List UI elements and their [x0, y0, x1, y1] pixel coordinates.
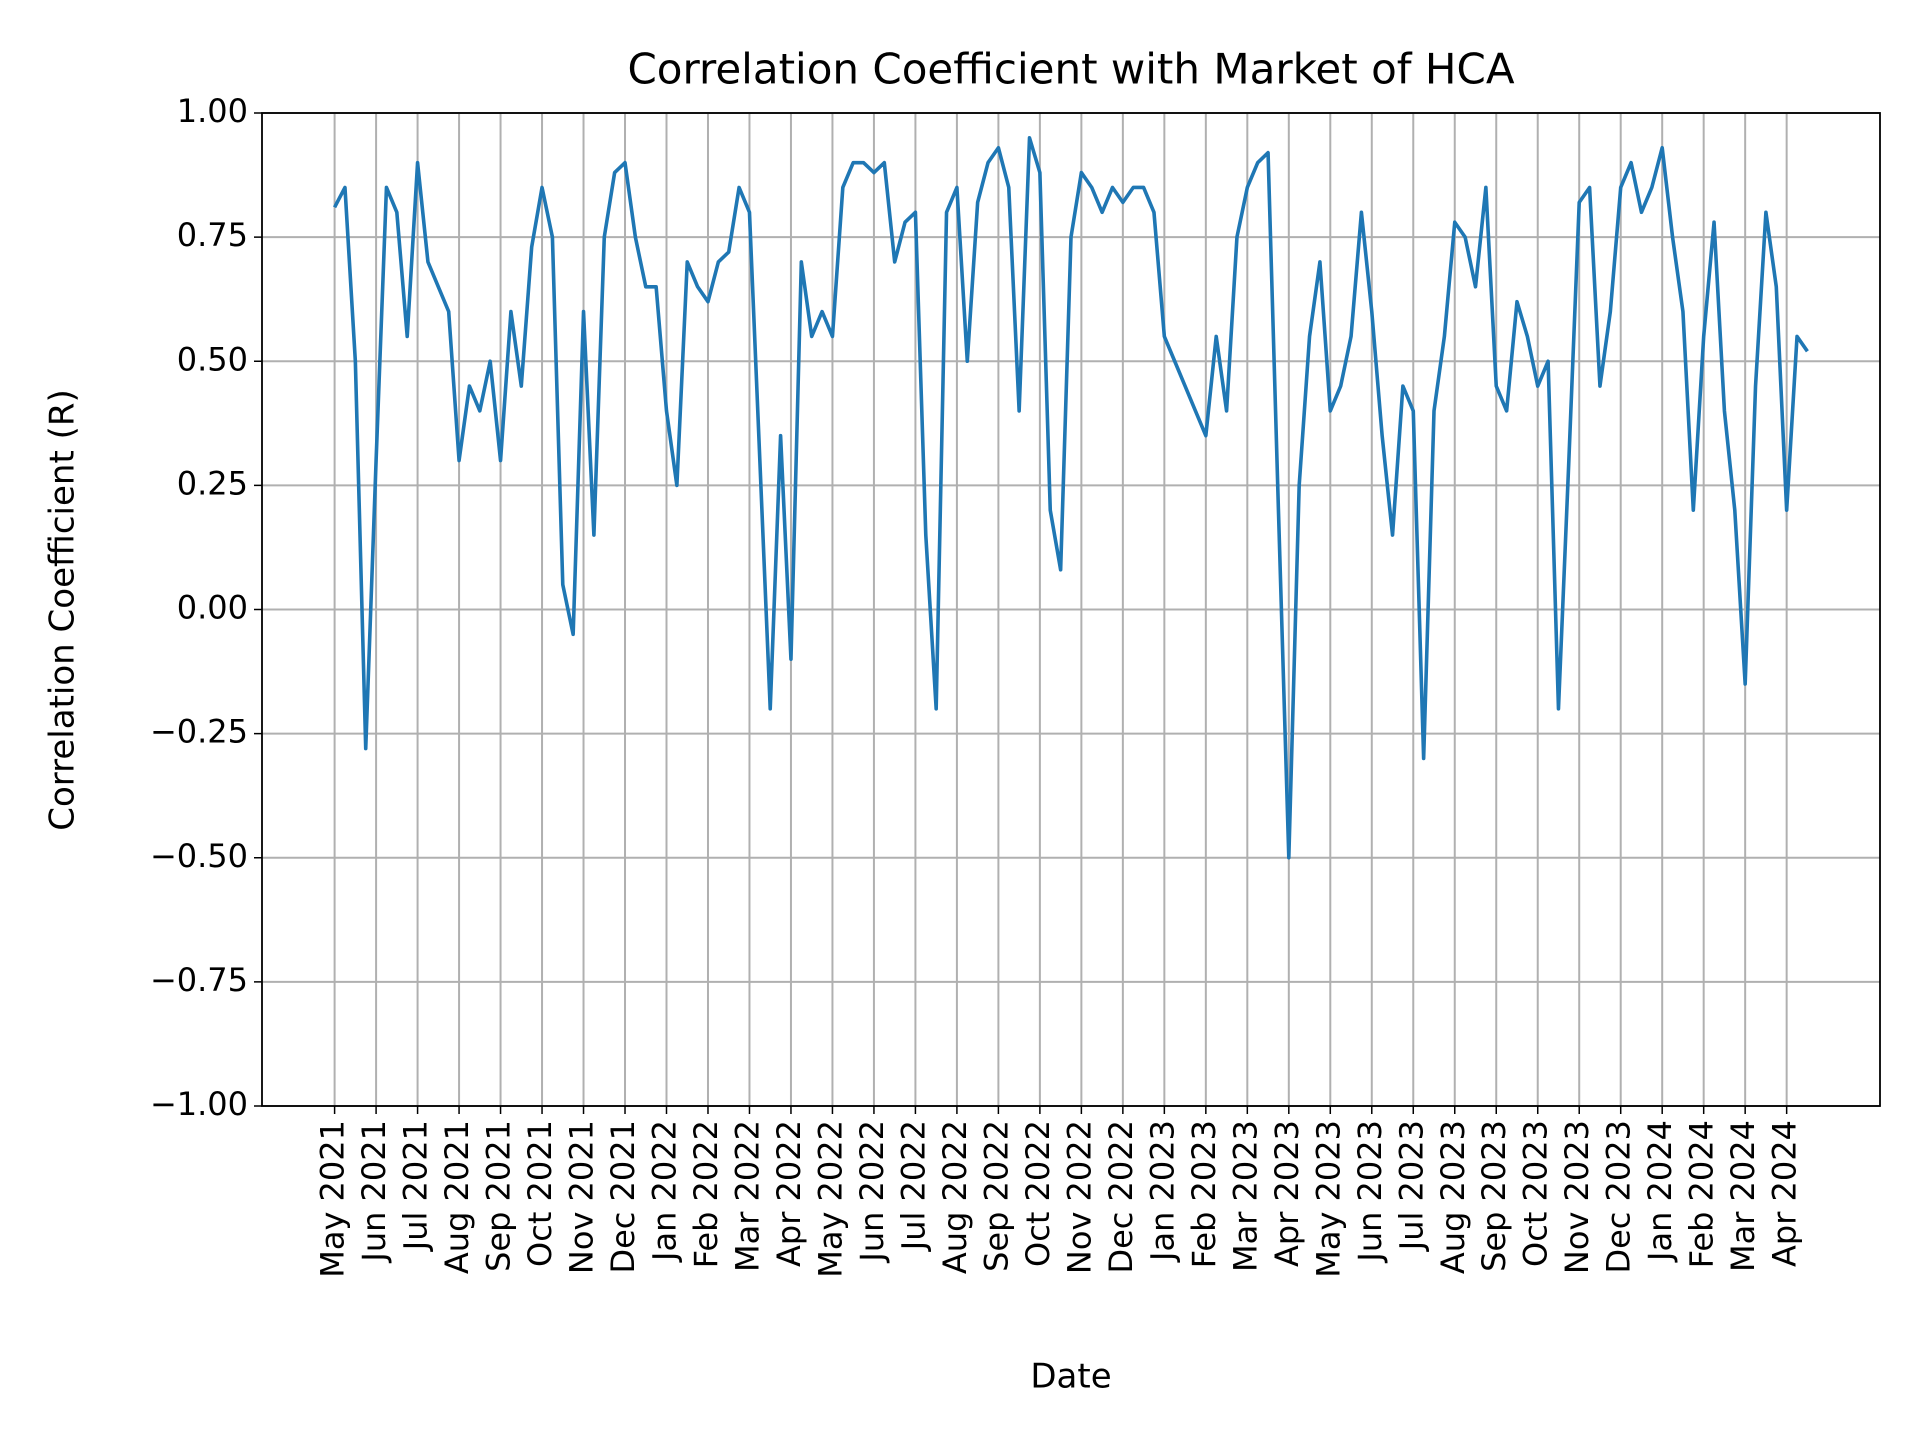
plot-frame — [261, 112, 1881, 1107]
x-tick-label: Apr 2022 — [770, 1120, 808, 1267]
y-tick-label: −0.50 — [150, 837, 248, 875]
x-axis-label: Date — [1030, 1357, 1111, 1397]
x-tick-label: Sep 2023 — [1475, 1120, 1513, 1272]
x-tick-label: May 2021 — [314, 1120, 352, 1278]
x-tick-label: Oct 2021 — [521, 1120, 559, 1267]
x-tick-label: Dec 2021 — [604, 1120, 642, 1274]
x-tick-label: Oct 2023 — [1517, 1120, 1555, 1267]
y-tick-label: −0.25 — [150, 713, 248, 751]
x-tick-label: Jun 2023 — [1351, 1120, 1389, 1264]
x-tick-label: May 2022 — [811, 1120, 849, 1278]
x-tick-label: Jan 2024 — [1641, 1120, 1679, 1263]
y-tick-label: 1.00 — [177, 92, 248, 130]
x-tick-label: Dec 2022 — [1102, 1120, 1140, 1274]
x-tick-label: Mar 2023 — [1226, 1120, 1264, 1272]
x-tick-label: Mar 2024 — [1724, 1120, 1762, 1272]
x-tick-label: Jun 2021 — [355, 1120, 393, 1264]
x-tick-label: Jun 2022 — [853, 1120, 891, 1264]
y-tick-label: −1.00 — [150, 1085, 248, 1123]
x-tick-label: Jul 2021 — [397, 1120, 435, 1252]
x-tick-label: Sep 2022 — [977, 1120, 1015, 1272]
x-tick-label: Jul 2023 — [1392, 1120, 1430, 1252]
y-tick-label: 0.75 — [177, 216, 248, 254]
y-tick-label: −0.75 — [150, 961, 248, 999]
x-tick-label: Jan 2022 — [646, 1120, 684, 1263]
x-tick-label: Sep 2021 — [480, 1120, 518, 1272]
x-tick-label: Dec 2023 — [1600, 1120, 1638, 1274]
x-tick-label: Apr 2023 — [1268, 1120, 1306, 1267]
x-tick-label: Nov 2021 — [563, 1120, 601, 1274]
y-tick-label: 0.00 — [177, 589, 248, 627]
x-tick-label: Aug 2022 — [936, 1120, 974, 1274]
x-tick-label: Feb 2023 — [1185, 1120, 1223, 1268]
x-tick-label: Apr 2024 — [1766, 1120, 1804, 1267]
x-tick-label: Feb 2022 — [687, 1120, 725, 1268]
data-line — [333, 136, 1809, 860]
x-tick-label: Nov 2022 — [1060, 1120, 1098, 1274]
x-tick-label: Mar 2022 — [728, 1120, 766, 1272]
chart-title: Correlation Coefficient with Market of H… — [627, 45, 1514, 94]
y-axis-label: Correlation Coefficient (R) — [43, 389, 83, 831]
x-tick-label: Aug 2023 — [1434, 1120, 1472, 1274]
x-tick-label: May 2023 — [1309, 1120, 1347, 1278]
x-tick-label: Nov 2023 — [1558, 1120, 1596, 1274]
x-tick-label: Feb 2024 — [1683, 1120, 1721, 1268]
y-tick-label: 0.25 — [177, 464, 248, 502]
x-tick-label: Jan 2023 — [1143, 1120, 1181, 1263]
x-tick-label: Jul 2022 — [894, 1120, 932, 1252]
x-tick-label: Aug 2021 — [438, 1120, 476, 1274]
x-tick-label: Oct 2022 — [1019, 1120, 1057, 1267]
y-tick-label: 0.50 — [177, 340, 248, 378]
